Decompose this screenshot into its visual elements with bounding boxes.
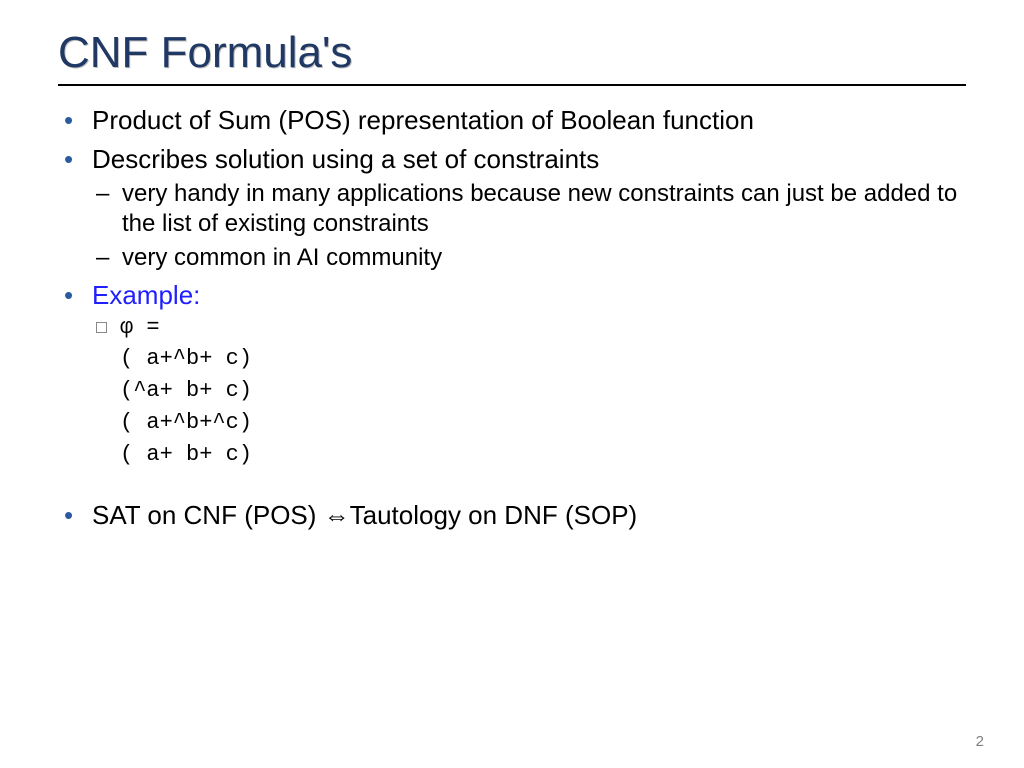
formula-line: (^a+ b+ c) bbox=[92, 375, 966, 407]
bullet-text-pre: SAT on CNF (POS) bbox=[92, 500, 324, 530]
sub-bullet-text: very common in AI community bbox=[122, 244, 442, 271]
slide-title: CNF Formula's bbox=[58, 28, 966, 78]
formula-phi: φ = bbox=[92, 312, 966, 344]
formula-line: ( a+ b+ c) bbox=[92, 439, 966, 471]
formula-line: ( a+^b+^c) bbox=[92, 407, 966, 439]
page-number: 2 bbox=[976, 733, 984, 750]
title-rule bbox=[58, 84, 966, 86]
sub-bullet-item: very common in AI community bbox=[92, 243, 966, 273]
bullet-list: Product of Sum (POS) representation of B… bbox=[58, 104, 966, 471]
bullet-list-2: SAT on CNF (POS) ⇔Tautology on DNF (SOP) bbox=[58, 499, 966, 533]
bullet-item: Product of Sum (POS) representation of B… bbox=[58, 104, 966, 137]
bullet-item-example: Example: φ = ( a+^b+ c) (^a+ b+ c) ( a+^… bbox=[58, 279, 966, 471]
sub-bullet-text: very handy in many applications because … bbox=[122, 180, 957, 237]
sub-bullet-list: very handy in many applications because … bbox=[92, 179, 966, 273]
bullet-item: SAT on CNF (POS) ⇔Tautology on DNF (SOP) bbox=[58, 499, 966, 533]
formula-list: φ = ( a+^b+ c) (^a+ b+ c) ( a+^b+^c) ( a… bbox=[92, 312, 966, 471]
bullet-text: Product of Sum (POS) representation of B… bbox=[92, 105, 754, 135]
spacer bbox=[58, 477, 966, 499]
iff-arrow: ⇔ bbox=[324, 501, 350, 530]
slide: CNF Formula's Product of Sum (POS) repre… bbox=[0, 0, 1024, 768]
bullet-text: Describes solution using a set of constr… bbox=[92, 144, 599, 174]
formula-line: ( a+^b+ c) bbox=[92, 343, 966, 375]
example-label: Example: bbox=[92, 280, 200, 310]
bullet-text-post: Tautology on DNF (SOP) bbox=[350, 500, 638, 530]
sub-bullet-item: very handy in many applications because … bbox=[92, 179, 966, 239]
bullet-item: Describes solution using a set of constr… bbox=[58, 143, 966, 274]
